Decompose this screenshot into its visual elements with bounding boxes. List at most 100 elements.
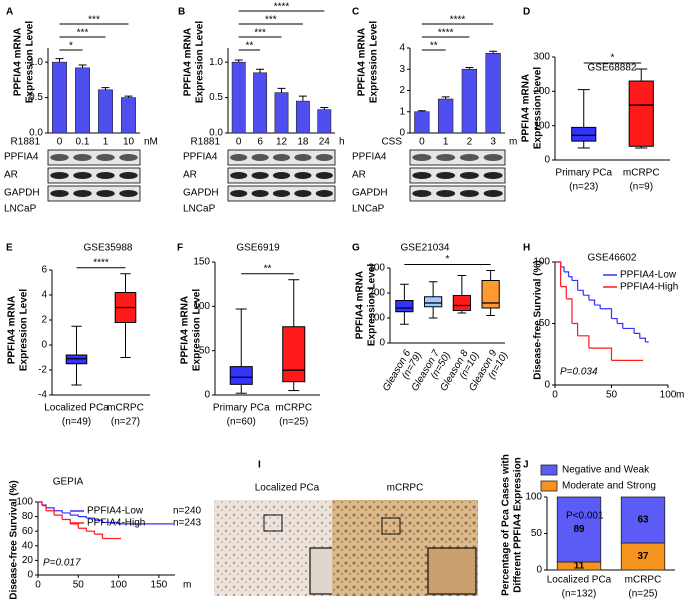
y-tick-label: -4 [38, 390, 47, 401]
legend-swatch [540, 464, 558, 476]
blot-band [230, 172, 248, 179]
p-value: P=0.034 [560, 367, 598, 378]
error-bar [78, 64, 87, 68]
y-tick-label: 2 [41, 315, 47, 326]
x-tick-label: 6 [257, 137, 263, 148]
zoom-box [263, 514, 283, 532]
panel-title: GSE46602 [588, 253, 637, 264]
blot-band [272, 190, 291, 197]
blot-band [483, 190, 503, 197]
blot-band [436, 172, 456, 179]
bar [75, 67, 90, 134]
panel-title: GSE68882 [588, 63, 637, 74]
box [628, 80, 654, 147]
legend-label: Negative and Weak [562, 465, 650, 476]
blot-row-label: GAPDH [4, 188, 40, 199]
y-tick-label: 80 [22, 511, 34, 522]
y-axis-label: Expression Level [195, 21, 206, 103]
legend-label: PPFIA4-High [87, 518, 145, 529]
y-tick-label: 3 [399, 64, 405, 75]
survival-step [622, 327, 635, 334]
survival-step [78, 527, 87, 532]
x-axis-label: R1881 [11, 137, 41, 148]
legend-label: Moderate and Strong [562, 481, 656, 492]
blot-row-label: GAPDH [183, 188, 219, 199]
x-tick-label: Localized PCa [44, 403, 109, 414]
x-axis-label: CSS [381, 137, 402, 148]
y-tick-label: 50 [199, 345, 211, 356]
y-axis-label: PPFIA4 mRNA [13, 28, 24, 96]
blot-band [119, 172, 138, 179]
x-tick-label: 0 [236, 137, 242, 148]
survival-step [46, 507, 55, 511]
blot-row-label: AR [352, 170, 366, 181]
blot-band [315, 154, 333, 161]
blot-band [459, 172, 479, 179]
x-tick-label: 12 [276, 137, 288, 148]
survival-step [583, 294, 590, 301]
x-tick-count: (n=25) [279, 417, 308, 428]
blot-band [294, 172, 312, 179]
y-axis-label: Disease-free Survival (%) [9, 480, 20, 599]
blot-band [412, 154, 432, 161]
cell-line: LNCaP [4, 204, 37, 215]
survival-step [560, 286, 567, 299]
blot-strip [47, 167, 141, 184]
x-tick-label: 24 [319, 137, 331, 148]
survival-step [42, 505, 47, 511]
panel-label: F [177, 243, 183, 254]
survival-step [571, 279, 579, 291]
survival-step [555, 261, 562, 267]
blot-band [412, 190, 432, 197]
blot-band [251, 172, 269, 179]
significance-label: ** [246, 41, 254, 52]
survival-step [577, 289, 584, 296]
x-tick-label: 50 [73, 580, 85, 591]
legend-label: PPFIA4-Low [620, 270, 677, 281]
blot-band [483, 154, 503, 161]
blot-band [96, 190, 115, 197]
blot-strip [409, 149, 506, 166]
x-tick-label: mCRPC [625, 575, 662, 586]
x-tick-label: 1 [103, 137, 109, 148]
x-axis-label: R1881 [191, 137, 221, 148]
survival-step [54, 514, 63, 520]
box [395, 300, 414, 313]
x-tick-label: 100 [110, 580, 127, 591]
x-tick-count: (n=27) [111, 417, 140, 428]
y-tick-label: 60 [22, 526, 34, 537]
x-tick-label: 50 [606, 390, 618, 401]
survival-step [600, 308, 613, 319]
y-tick-label: 100 [533, 257, 550, 268]
zoom-box [381, 517, 401, 535]
x-tick-count: (n=49) [62, 417, 91, 428]
significance-label: **** [93, 257, 109, 268]
box [229, 366, 253, 385]
x-tick-label: 10 [123, 137, 135, 148]
blot-band [436, 190, 456, 197]
blot-band [272, 154, 291, 161]
error-bar [55, 58, 64, 63]
survival-step [62, 512, 71, 516]
x-tick-label: 0.1 [76, 137, 90, 148]
panel-label: J [523, 460, 529, 471]
error-bar [256, 68, 265, 73]
blot-row-label: PPFIA4 [4, 152, 39, 163]
x-tick-count: (n=25) [628, 589, 657, 599]
y-tick-label: 1 [399, 106, 405, 117]
error-bar [277, 87, 286, 93]
y-tick-label: 200 [368, 288, 385, 299]
x-tick-label: mCRPC [107, 403, 144, 414]
bar [414, 111, 430, 134]
y-tick-label: 0.0 [209, 128, 223, 139]
blot-row-label: PPFIA4 [183, 152, 218, 163]
panel-title: GSE35988 [84, 243, 133, 254]
significance-label: ** [430, 41, 438, 52]
legend-count: n=240 [173, 506, 202, 517]
blot-band [272, 172, 291, 179]
blot-band [119, 190, 138, 197]
blot-band [230, 190, 248, 197]
blot-band [119, 154, 138, 161]
blot-band [436, 154, 456, 161]
blot-strip [47, 185, 141, 202]
